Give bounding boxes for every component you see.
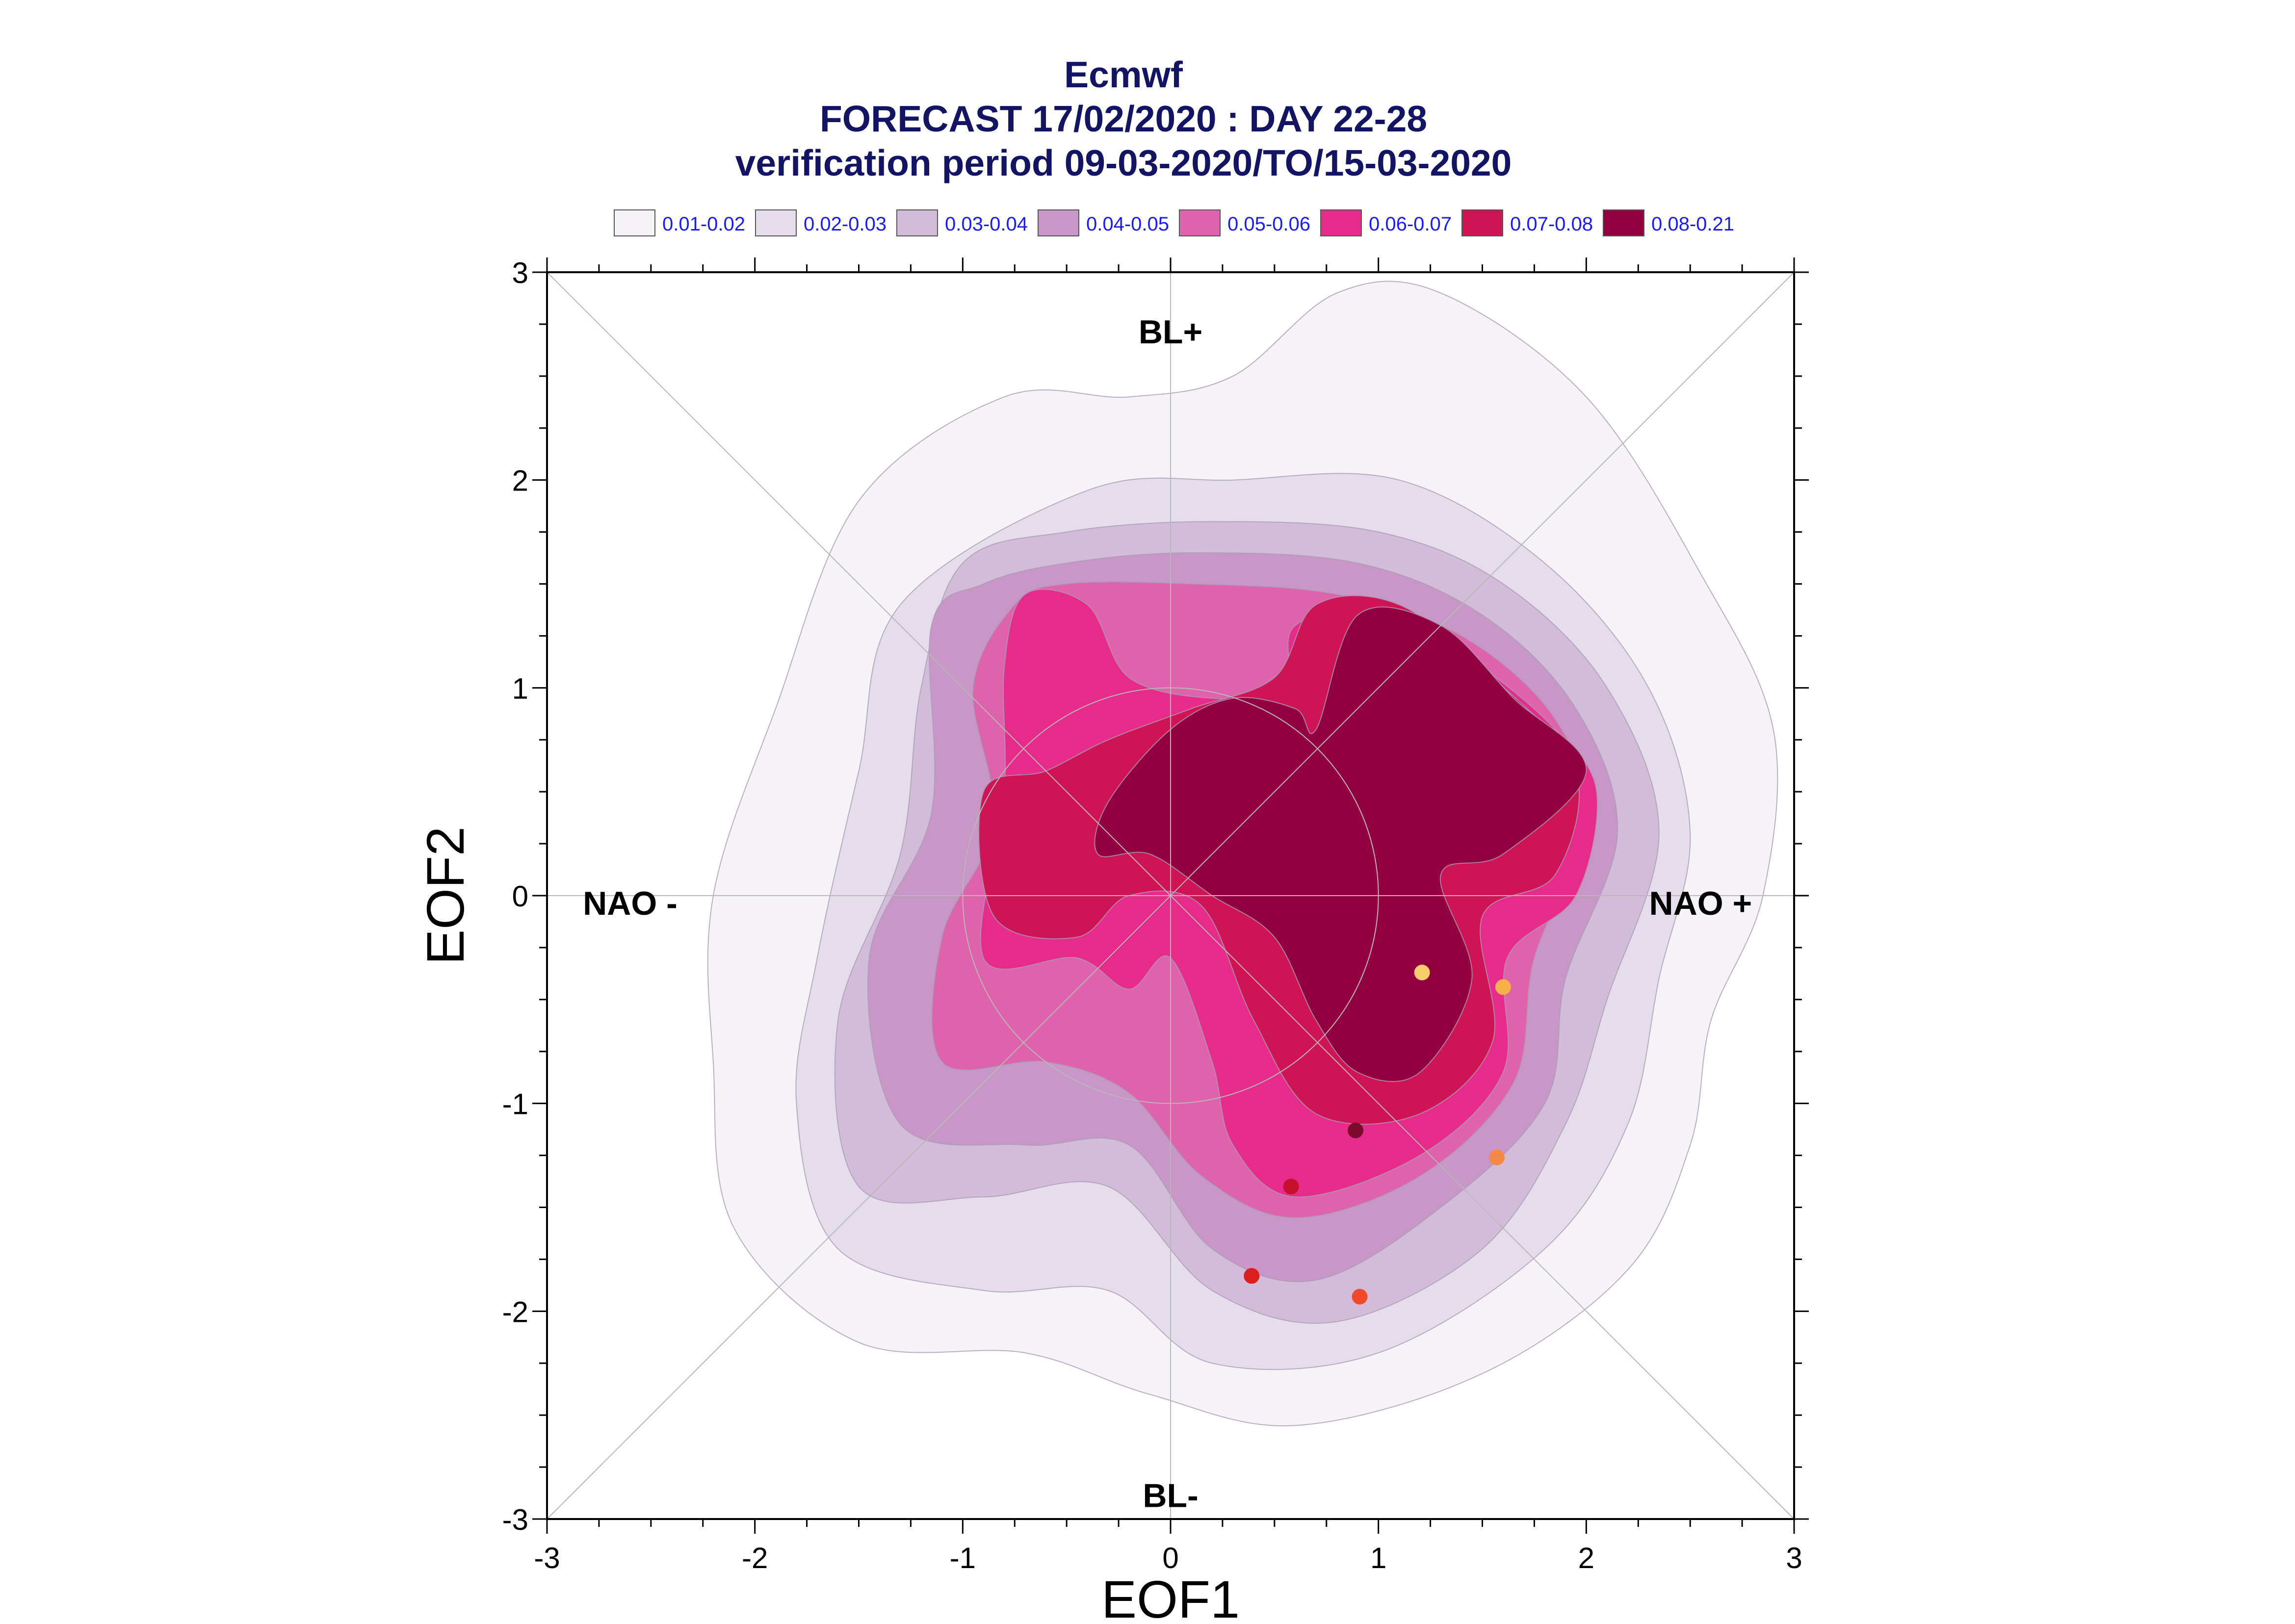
y-axis-title: EOF2: [416, 826, 475, 965]
density-contours: [707, 281, 1778, 1427]
x-tick-label: 2: [1578, 1542, 1594, 1574]
data-point: [1489, 1149, 1505, 1165]
regime-labels: BL+ BL- NAO - NAO +: [583, 313, 1752, 1515]
contour-level: [1094, 606, 1587, 1082]
x-axis: -3 -2 -1 0 1 2 3: [534, 258, 1802, 1574]
regime-label: BL+: [1139, 313, 1202, 351]
x-tick-label: -1: [950, 1542, 976, 1574]
title-line-2: FORECAST 17/02/2020 : DAY 22-28: [820, 98, 1427, 139]
x-tick-label: -3: [534, 1542, 560, 1574]
legend-swatch: [1461, 209, 1503, 236]
legend-swatch: [896, 209, 938, 236]
y-tick-label: 3: [512, 257, 528, 289]
legend-label: 0.07-0.08: [1510, 213, 1593, 235]
legend-swatch: [755, 209, 797, 236]
x-tick-label: 0: [1162, 1542, 1178, 1574]
data-point: [1244, 1268, 1260, 1284]
y-tick-label: 0: [512, 880, 528, 913]
data-point: [1352, 1289, 1368, 1305]
y-axis: -3 -2 -1 0 1 2 3: [502, 257, 1809, 1536]
x-tick-label: -2: [742, 1542, 768, 1574]
y-tick-label: 2: [512, 464, 528, 497]
legend-label: 0.01-0.02: [662, 213, 745, 235]
unit-circle: [962, 687, 1379, 1104]
x-tick-label: 1: [1370, 1542, 1386, 1574]
legend-label: 0.05-0.06: [1227, 213, 1310, 235]
x-axis-title: EOF1: [1101, 1570, 1240, 1624]
title-line-3: verification period 09-03-2020/TO/15-03-…: [735, 142, 1512, 183]
y-tick-label: 1: [512, 672, 528, 705]
legend-label: 0.03-0.04: [945, 213, 1028, 235]
legend-swatch: [1320, 209, 1362, 236]
data-point: [1495, 979, 1511, 995]
regime-label: NAO +: [1649, 885, 1752, 922]
legend-label: 0.02-0.03: [804, 213, 887, 235]
reference-lines: [547, 272, 1795, 1520]
legend-swatch: [1038, 209, 1079, 236]
legend-swatch: [1179, 209, 1221, 236]
x-tick-label: 3: [1786, 1542, 1802, 1574]
y-tick-label: -1: [502, 1088, 528, 1121]
legend-label: 0.04-0.05: [1086, 213, 1169, 235]
legend-label: 0.08-0.21: [1651, 213, 1734, 235]
regime-label: BL-: [1143, 1477, 1198, 1515]
title-line-1: Ecmwf: [1064, 54, 1183, 95]
legend-label: 0.06-0.07: [1369, 213, 1452, 235]
chart-title: Ecmwf FORECAST 17/02/2020 : DAY 22-28 ve…: [735, 54, 1512, 183]
data-point: [1283, 1179, 1299, 1195]
member-points: [1244, 964, 1511, 1305]
legend-swatch: [614, 209, 655, 236]
data-point: [1414, 964, 1430, 980]
y-tick-label: -3: [502, 1503, 528, 1536]
data-point: [1348, 1122, 1364, 1138]
legend-swatch: [1603, 209, 1644, 236]
regime-label: NAO -: [583, 885, 678, 922]
y-tick-label: -2: [502, 1295, 528, 1328]
legend: 0.01-0.02 0.02-0.03 0.03-0.04 0.04-0.05 0.05…: [614, 209, 1734, 236]
